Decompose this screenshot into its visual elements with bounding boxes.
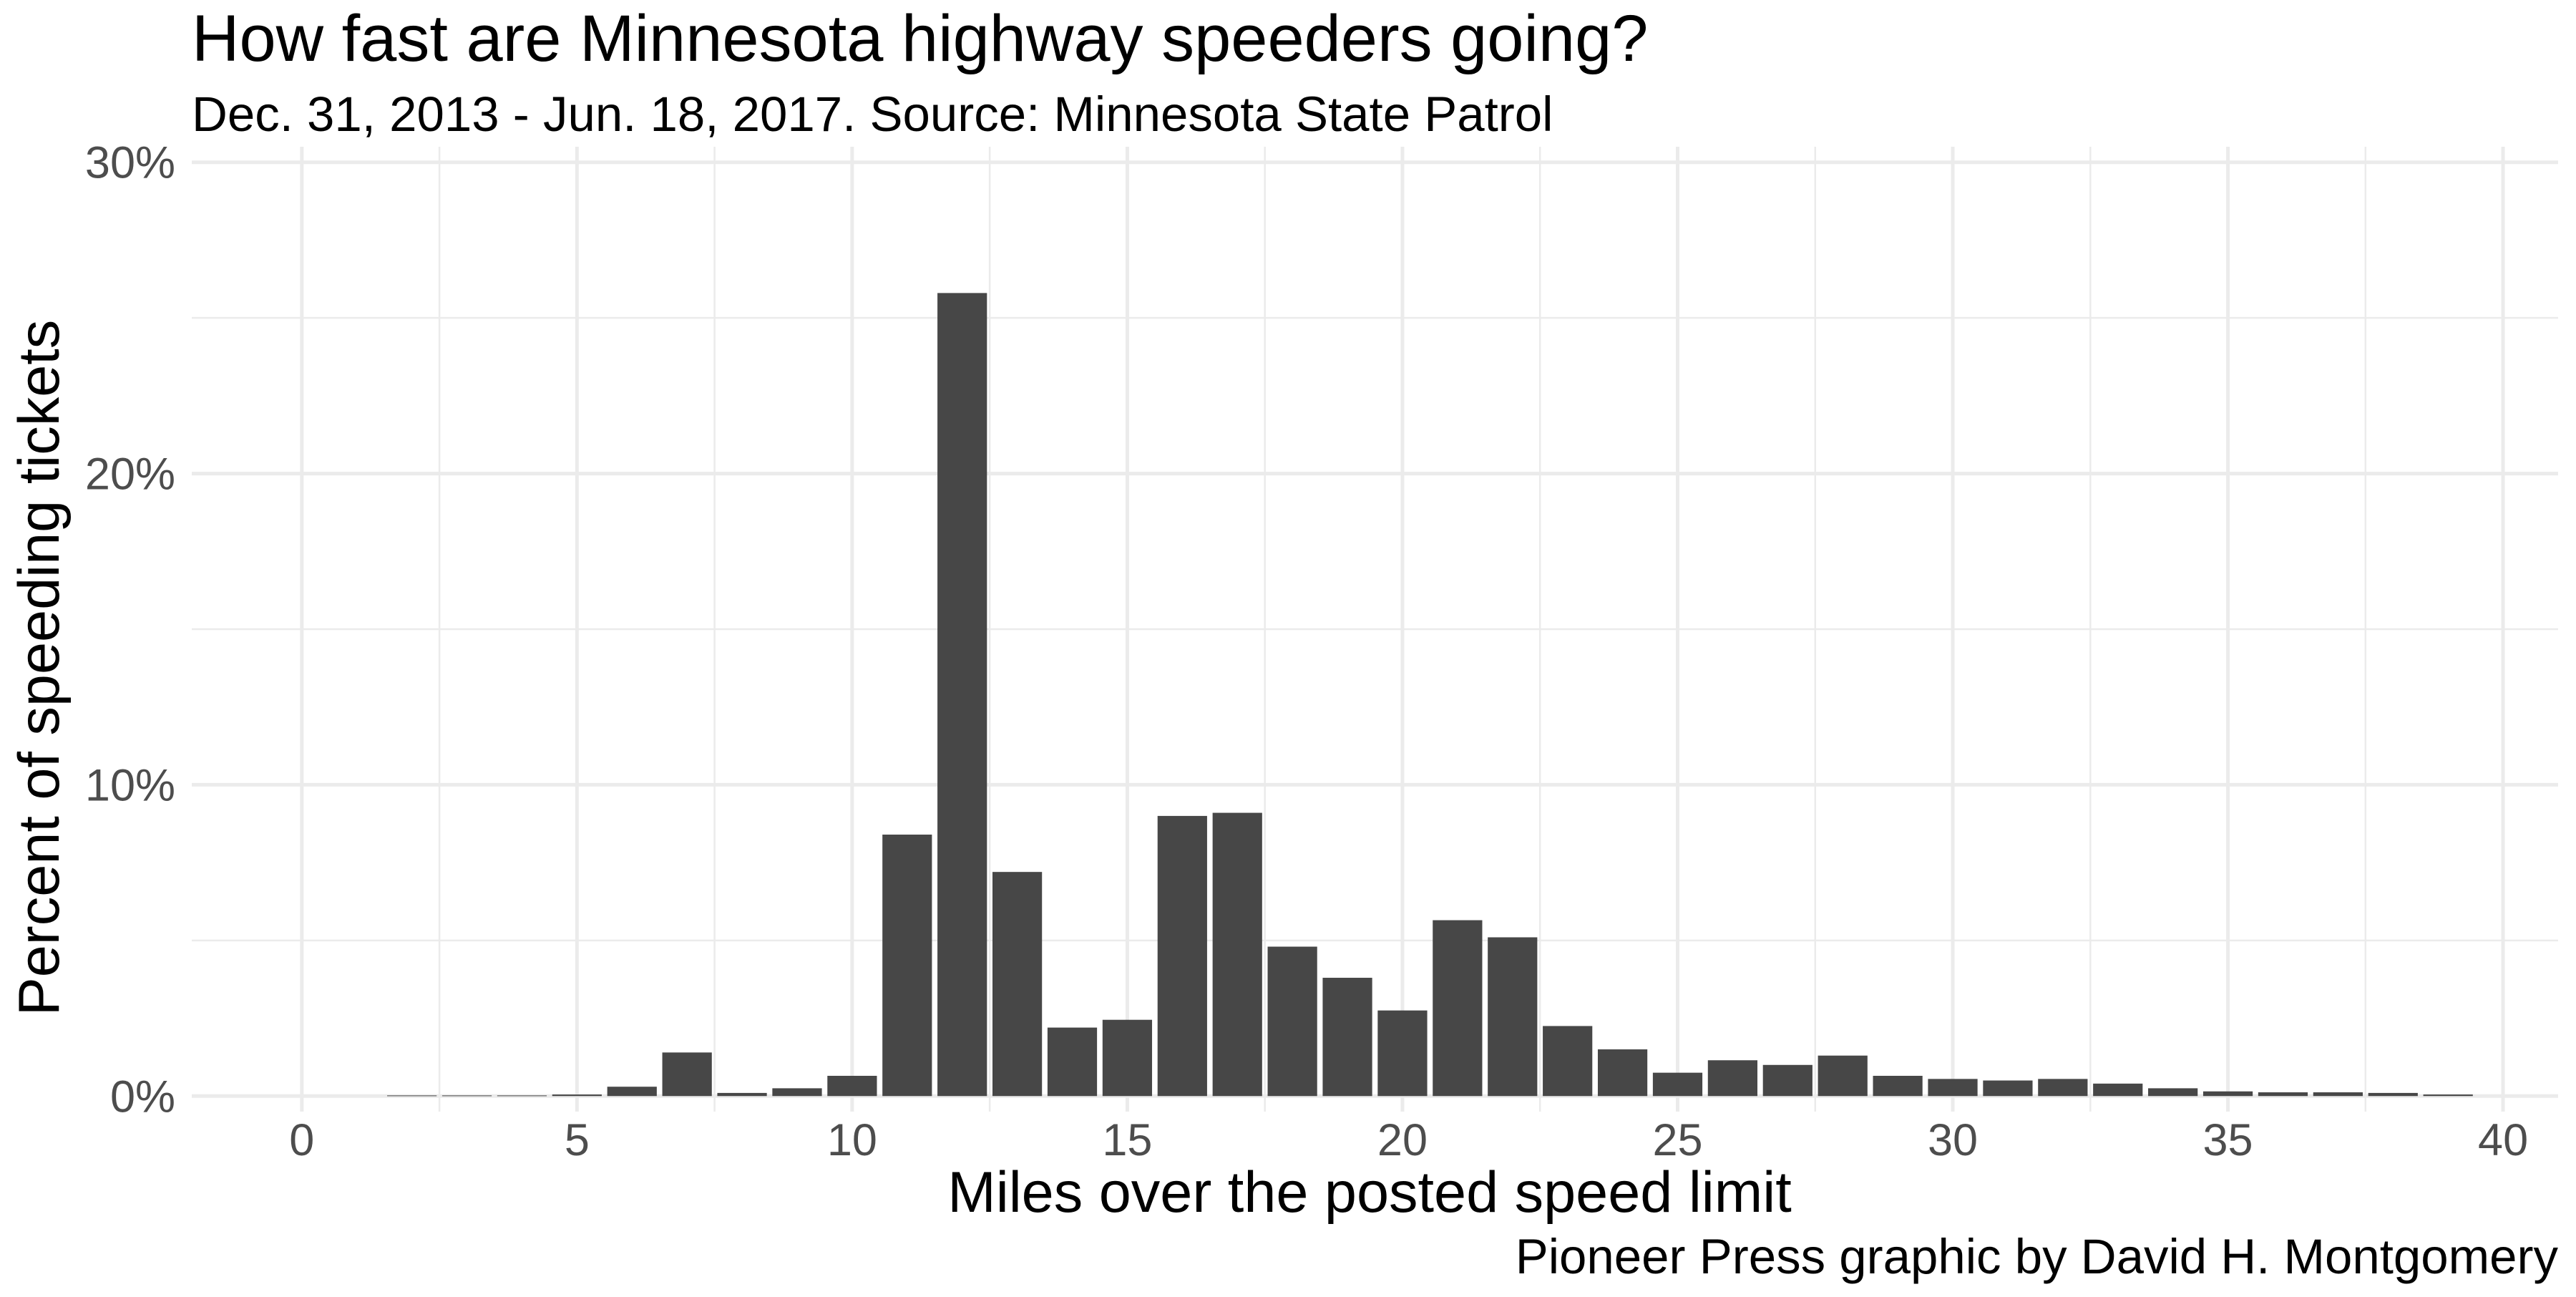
- chart-subtitle: Dec. 31, 2013 - Jun. 18, 2017. Source: M…: [192, 87, 1553, 142]
- bar-25-mph: [1652, 1072, 1703, 1097]
- x-tick-label: 40: [2478, 1115, 2528, 1165]
- chart-caption: Pioneer Press graphic by David H. Montgo…: [1516, 1229, 2559, 1284]
- bar-39-mph: [2423, 1094, 2473, 1097]
- bar-6-mph: [607, 1087, 657, 1097]
- bar-16-mph: [1157, 815, 1207, 1097]
- y-tick-label: 10%: [85, 760, 175, 810]
- bar-34-mph: [2148, 1088, 2198, 1097]
- bar-27-mph: [1762, 1064, 1813, 1097]
- bar-31-mph: [1983, 1080, 2033, 1097]
- bar-38-mph: [2368, 1092, 2418, 1097]
- x-tick-label: 20: [1377, 1115, 1428, 1165]
- bar-18-mph: [1267, 946, 1317, 1097]
- x-tick-label: 0: [289, 1115, 314, 1165]
- bar-22-mph: [1488, 937, 1538, 1097]
- bar-24-mph: [1597, 1049, 1648, 1097]
- y-tick-label: 0%: [110, 1072, 175, 1122]
- bar-32-mph: [2038, 1079, 2088, 1097]
- x-tick-label: 15: [1102, 1115, 1152, 1165]
- bar-8-mph: [717, 1092, 767, 1097]
- bar-19-mph: [1322, 978, 1372, 1097]
- bar-20-mph: [1377, 1010, 1428, 1097]
- bar-5-mph: [552, 1094, 602, 1097]
- y-tick-label: 20%: [85, 450, 175, 500]
- bars: [387, 293, 2473, 1097]
- bar-3-mph: [441, 1095, 492, 1097]
- bar-10-mph: [827, 1075, 877, 1097]
- bar-17-mph: [1212, 812, 1262, 1097]
- bar-15-mph: [1102, 1019, 1153, 1097]
- x-tick-label: 35: [2203, 1115, 2253, 1165]
- bar-37-mph: [2313, 1092, 2363, 1097]
- bar-14-mph: [1047, 1027, 1098, 1097]
- bar-36-mph: [2258, 1092, 2308, 1097]
- bar-9-mph: [772, 1088, 822, 1097]
- bar-28-mph: [1818, 1055, 1868, 1097]
- y-axis-title: Percent of speeding tickets: [7, 320, 72, 1016]
- x-axis-title: Miles over the posted speed limit: [947, 1160, 1792, 1225]
- bar-30-mph: [1928, 1079, 1978, 1097]
- x-tick-label: 30: [1928, 1115, 1978, 1165]
- bar-11-mph: [882, 834, 932, 1097]
- bar-29-mph: [1873, 1075, 1923, 1097]
- bar-21-mph: [1433, 920, 1483, 1097]
- bar-13-mph: [992, 872, 1043, 1097]
- bar-2-mph: [387, 1095, 437, 1097]
- bar-7-mph: [662, 1052, 712, 1097]
- y-tick-label: 30%: [85, 138, 175, 188]
- bar-23-mph: [1543, 1026, 1593, 1097]
- tick-labels: 0 5 10 15 20 25 30 35 40 0% 10% 20% 30%: [85, 138, 2528, 1165]
- x-tick-label: 10: [827, 1115, 877, 1165]
- x-tick-label: 25: [1652, 1115, 1702, 1165]
- bar-33-mph: [2093, 1083, 2143, 1097]
- chart-title: How fast are Minnesota highway speeders …: [192, 2, 1648, 75]
- x-tick-label: 5: [565, 1115, 590, 1165]
- gridlines: [192, 147, 2558, 1112]
- bar-4-mph: [497, 1095, 547, 1097]
- bar-26-mph: [1707, 1060, 1758, 1097]
- bar-12-mph: [937, 293, 987, 1097]
- bar-35-mph: [2202, 1091, 2253, 1097]
